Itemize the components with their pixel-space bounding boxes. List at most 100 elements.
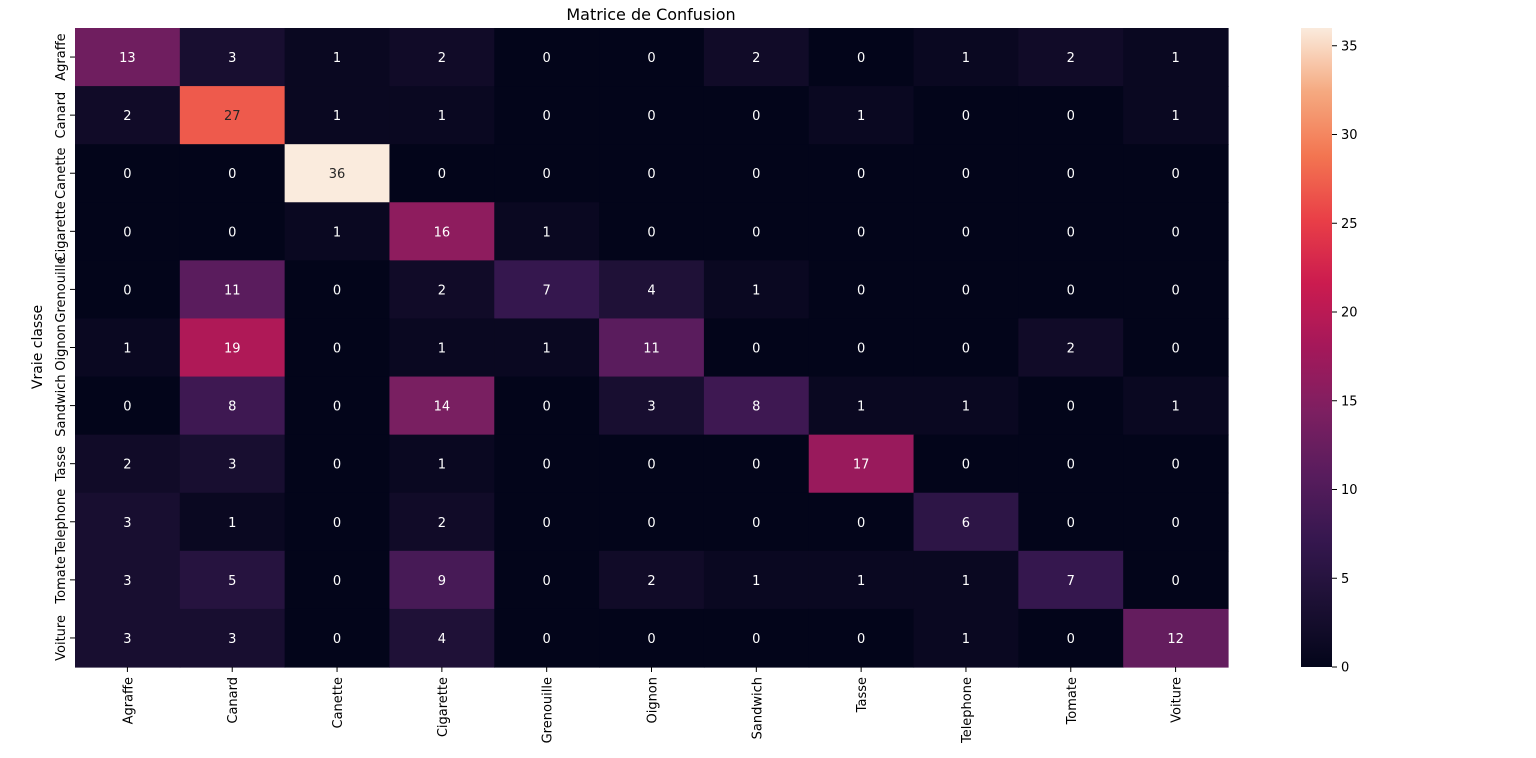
heatmap-cell [703, 608, 810, 668]
colorbar-tick-label: 15 [1341, 394, 1358, 409]
heatmap-cell [599, 28, 705, 87]
cell-value-label: 1 [962, 632, 970, 647]
x-tick-label: Grenouille [541, 677, 556, 743]
heatmap-cell [913, 492, 1019, 552]
heatmap-cell [808, 318, 915, 378]
heatmap-cell [599, 608, 705, 668]
cell-value-label: 7 [1067, 574, 1075, 589]
cell-value-label: 0 [333, 342, 341, 357]
heatmap-cell [599, 86, 705, 145]
cell-value-label: 14 [434, 400, 451, 415]
cell-value-label: 6 [962, 516, 970, 531]
heatmap-cell [808, 492, 915, 552]
colorbar-tick-label: 20 [1341, 306, 1358, 321]
heatmap-cell [179, 318, 286, 378]
heatmap-cell [808, 260, 915, 320]
heatmap-cell [1018, 608, 1124, 668]
cell-value-label: 1 [962, 574, 970, 589]
heatmap-cell [703, 86, 810, 145]
x-tick-label: Canette [331, 677, 346, 728]
heatmap-cell [389, 144, 495, 203]
heatmap-cell [75, 434, 181, 494]
heatmap-cell [75, 260, 181, 320]
cell-value-label: 0 [962, 109, 970, 124]
heatmap-cell [1018, 144, 1124, 203]
cell-value-label: 0 [857, 51, 865, 66]
heatmap-cell [913, 144, 1019, 203]
heatmap-cell [1123, 202, 1229, 261]
cell-value-label: 1 [857, 574, 865, 589]
cell-value-label: 2 [123, 109, 131, 124]
heatmap-cell [808, 434, 915, 494]
heatmap-cell [179, 28, 286, 87]
cell-value-label: 0 [1171, 283, 1179, 298]
heatmap-cell [1018, 318, 1124, 378]
heatmap-cell [179, 376, 286, 436]
cell-value-label: 0 [752, 632, 760, 647]
cell-value-label: 0 [857, 516, 865, 531]
heatmap-cells [75, 28, 1229, 668]
heatmap-cell [1018, 434, 1124, 494]
cell-value-label: 0 [857, 632, 865, 647]
heatmap-cell [599, 260, 705, 320]
cell-value-label: 8 [752, 400, 760, 415]
y-tick-label: Telephone [54, 489, 69, 556]
cell-value-label: 0 [647, 516, 655, 531]
heatmap-cell [179, 608, 286, 668]
heatmap-cell [703, 260, 810, 320]
heatmap-cell [599, 144, 705, 203]
cell-value-label: 3 [228, 632, 236, 647]
heatmap-cell [284, 434, 391, 494]
cell-value-label: 0 [1067, 167, 1075, 182]
cell-value-label: 0 [333, 516, 341, 531]
heatmap-cell [179, 144, 286, 203]
cell-value-label: 2 [438, 283, 446, 298]
cell-value-label: 0 [333, 283, 341, 298]
heatmap-cell [389, 608, 495, 668]
cell-value-label: 1 [962, 51, 970, 66]
heatmap-cell [1123, 260, 1229, 320]
cell-value-label: 3 [228, 458, 236, 473]
heatmap-cell [284, 144, 391, 203]
cell-value-label: 1 [857, 109, 865, 124]
heatmap-cell [494, 550, 600, 610]
heatmap-cell [913, 318, 1019, 378]
heatmap-cell [1018, 28, 1124, 87]
cell-value-label: 0 [123, 167, 131, 182]
cell-value-label: 3 [123, 516, 131, 531]
heatmap-cell [284, 28, 391, 87]
heatmap-cell [1123, 86, 1229, 145]
cell-value-label: 2 [752, 51, 760, 66]
cell-value-label: 2 [1067, 342, 1075, 357]
cell-value-label: 0 [228, 167, 236, 182]
cell-value-label: 2 [438, 51, 446, 66]
cell-value-label: 17 [853, 458, 870, 473]
cell-value-label: 4 [647, 283, 655, 298]
x-tick-label: Cigarette [436, 677, 451, 737]
heatmap-cell [1123, 376, 1229, 436]
cell-value-label: 1 [438, 342, 446, 357]
cell-value-label: 0 [1171, 458, 1179, 473]
cell-value-label: 0 [647, 225, 655, 240]
heatmap-cell [284, 86, 391, 145]
heatmap-cell [913, 202, 1019, 261]
cell-value-label: 0 [1067, 283, 1075, 298]
cell-value-label: 11 [643, 342, 660, 357]
x-tick-label: Tomate [1065, 677, 1080, 725]
heatmap-cell [494, 28, 600, 87]
y-tick-label: Agraffe [54, 33, 69, 80]
cell-value-label: 9 [438, 574, 446, 589]
heatmap-cell [913, 434, 1019, 494]
cell-value-label: 0 [123, 283, 131, 298]
heatmap-cell [1123, 492, 1229, 552]
cell-value-label: 0 [543, 632, 551, 647]
cell-value-label: 1 [962, 400, 970, 415]
heatmap-cell [75, 550, 181, 610]
cell-value-label: 0 [752, 458, 760, 473]
cell-value-label: 0 [1067, 458, 1075, 473]
heatmap-cell [1123, 144, 1229, 203]
cell-value-label: 11 [224, 283, 241, 298]
cell-value-label: 3 [123, 574, 131, 589]
